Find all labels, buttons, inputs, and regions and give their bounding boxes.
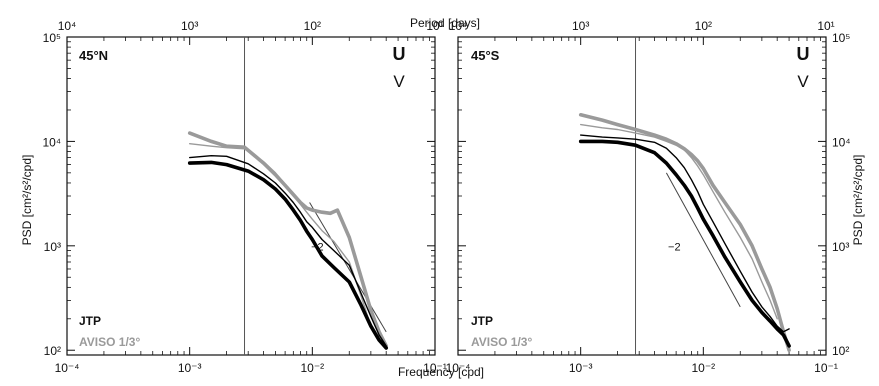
panel-45n-slope-reference-line — [309, 202, 387, 333]
panel-45s-series-aviso-u — [578, 113, 791, 353]
panel-45n-u-label: U — [393, 44, 406, 64]
panel-45s-v-label: V — [797, 72, 809, 91]
panel-45s-ticks: 10⁻⁴ 10⁴ 10⁻³ 10³ 10⁻² 10² 10⁻¹ 10¹ 10² 10³ 10⁴ 10⁵ — [446, 19, 851, 375]
panel-45n-series-aviso-u — [187, 131, 389, 348]
panel-45n-xtick-label: 10⁻¹ — [423, 361, 447, 375]
panel-45n-slope-label: −2 — [311, 242, 324, 254]
panel-45n-toptick-label: 10¹ — [426, 19, 443, 33]
panel-45n-toptick-label: 10⁴ — [58, 19, 77, 33]
panel-45s-u-label: U — [797, 44, 810, 64]
panel-45s-ytick-label: 10² — [832, 344, 849, 358]
right-axis-label: PSD [cm²/s²/cpd] — [851, 155, 865, 246]
panel-45s-series-jtp-v — [580, 134, 790, 333]
panel-45s-ytick-label: 10³ — [832, 240, 849, 254]
panel-45s-label: 45°S — [471, 48, 500, 63]
panel-45n-aviso-label: AVISO 1/3° — [79, 335, 140, 349]
panel-45s-xtick-label: 10⁻³ — [569, 361, 593, 375]
panel-45s-series — [578, 37, 791, 355]
panel-45s-toptick-label: 10² — [695, 19, 712, 33]
bottom-axis-label: Frequency [cpd] — [398, 365, 484, 379]
panel-45n-series — [187, 37, 389, 355]
panel-45n-ytick-label: 10³ — [44, 240, 61, 254]
panel-45s-xtick-label: 10⁻¹ — [814, 361, 838, 375]
panel-45s-slope-reference-line — [665, 172, 741, 308]
panel-45n-v-label: V — [393, 72, 405, 91]
panel-45s-xtick-label: 10⁻² — [691, 361, 715, 375]
panel-45s: 10⁻⁴ 10⁴ 10⁻³ 10³ 10⁻² 10² 10⁻¹ 10¹ 10² 10³ 10⁴ 10⁵… — [446, 19, 851, 375]
panel-45n-series-aviso-v — [188, 142, 372, 327]
panel-45s-jtp-label: JTP — [471, 314, 493, 328]
panel-45n: 10⁻⁴10⁴10⁻³10³10⁻²10²10⁻¹10¹10²10³10⁴10⁵… — [42, 19, 446, 375]
panel-45n-series-jtp-u — [187, 160, 389, 350]
panel-45n-xtick-label: 10⁻³ — [178, 361, 202, 375]
panel-45n-label: 45°N — [79, 48, 108, 63]
panel-45s-toptick-label: 10¹ — [817, 19, 834, 33]
panel-45s-ytick-label: 10⁴ — [832, 135, 851, 149]
panel-45n-toptick-label: 10² — [304, 19, 321, 33]
top-axis-label: Period [days] — [410, 16, 480, 30]
panel-45n-ytick-label: 10⁴ — [42, 135, 61, 149]
panel-45s-series-jtp-u — [578, 139, 791, 348]
panel-45n-series-jtp-v — [188, 154, 387, 347]
panel-45n-xtick-label: 10⁻⁴ — [55, 361, 80, 375]
panel-45n-jtp-label: JTP — [79, 314, 101, 328]
panel-45n-xtick-label: 10⁻² — [300, 361, 324, 375]
panel-45s-xtick-label: 10⁻⁴ — [446, 361, 471, 375]
panel-45s-toptick-label: 10³ — [572, 19, 589, 33]
panel-45s-ytick-label: 10⁵ — [832, 31, 850, 45]
panel-45s-slope-label: −2 — [668, 242, 681, 254]
left-axis-label: PSD [cm²/s²/cpd] — [20, 155, 34, 246]
panel-45s-series-aviso-v — [580, 123, 778, 320]
panel-45n-toptick-label: 10³ — [181, 19, 198, 33]
panel-45n-ytick-label: 10⁵ — [43, 31, 61, 45]
panel-45s-toptick-label: 10⁴ — [449, 19, 468, 33]
panel-45s-aviso-label: AVISO 1/3° — [471, 335, 532, 349]
panel-45n-ytick-label: 10² — [44, 344, 61, 358]
